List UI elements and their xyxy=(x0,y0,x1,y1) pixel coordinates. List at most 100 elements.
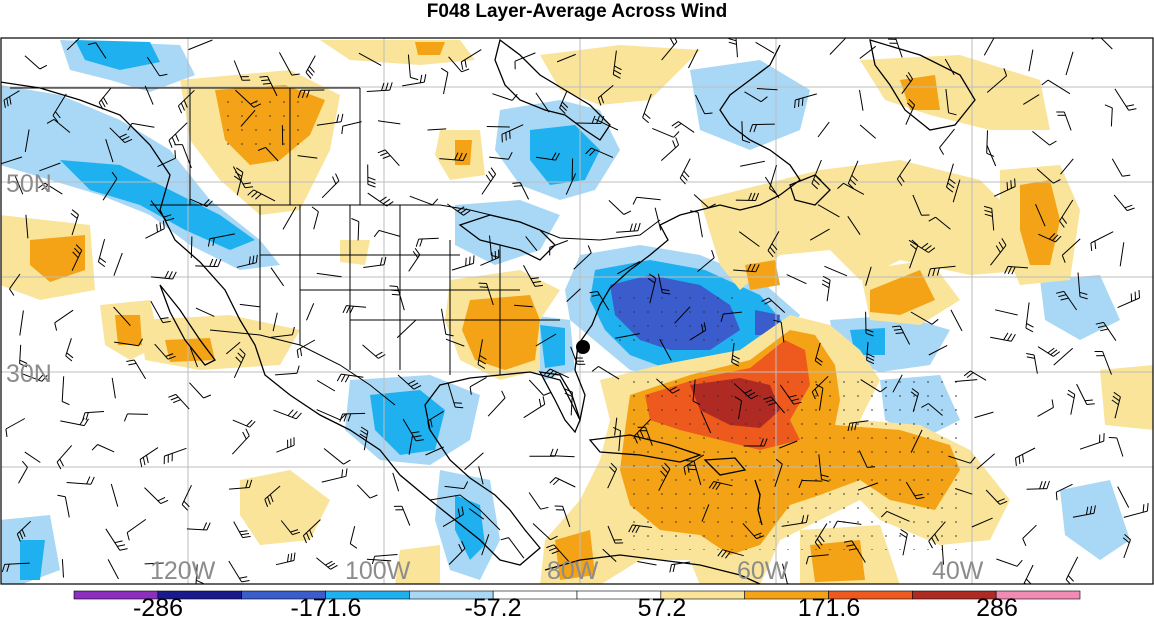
wind-barb-staff xyxy=(528,379,544,396)
wind-barb-flag xyxy=(542,396,546,405)
wind-barb-staff xyxy=(693,194,709,208)
wind-barb-flag xyxy=(385,82,389,91)
wind-barb-flag xyxy=(343,459,351,465)
political-boundaries xyxy=(10,87,661,531)
wind-barb-flag xyxy=(75,244,83,251)
wind-barb-flag xyxy=(255,254,258,263)
wind-barb-staff xyxy=(444,485,465,490)
shade-light-blue xyxy=(1040,275,1120,340)
wind-barb-staff xyxy=(270,267,285,287)
wind-barb-flag xyxy=(168,393,177,398)
wind-barb-staff xyxy=(954,379,978,382)
wind-barb-flag xyxy=(343,413,348,422)
wind-barb-flag xyxy=(342,305,347,314)
wind-barb-staff xyxy=(939,128,955,149)
wind-barb-staff xyxy=(61,376,65,402)
wind-barb-flag xyxy=(1039,481,1043,489)
wind-barb-flag xyxy=(821,283,830,289)
wind-barb-staff xyxy=(378,229,401,237)
wind-barb-flag xyxy=(559,107,566,114)
wind-barb-staff xyxy=(356,484,371,499)
wind-barb-flag xyxy=(287,409,294,417)
florida-peninsula xyxy=(538,371,581,434)
wind-barb-flag xyxy=(57,494,66,498)
wind-barb-staff xyxy=(374,554,398,557)
wind-barb-staff xyxy=(824,265,848,277)
wind-barb-flag xyxy=(245,428,250,437)
lat-label-30n: 30N xyxy=(6,360,52,388)
wind-barb-flag xyxy=(683,466,686,475)
colorbar-label: 57.2 xyxy=(637,594,687,622)
wind-barb-flag xyxy=(181,504,189,511)
wind-barb-flag xyxy=(747,391,756,397)
wind-barb-staff xyxy=(240,109,256,127)
wind-barb-flag xyxy=(162,220,165,229)
wind-barb-flag xyxy=(690,210,699,213)
wind-barb-staff xyxy=(9,273,21,290)
wind-barb-staff xyxy=(608,200,625,215)
wind-barb-flag xyxy=(815,383,824,389)
wind-barb-flag xyxy=(98,261,106,268)
wind-barb-flag xyxy=(866,353,875,358)
wind-barb-flag xyxy=(306,532,311,541)
wind-barb-flag xyxy=(728,38,737,42)
wind-barb-flag xyxy=(415,238,420,247)
wind-barb-staff xyxy=(1065,51,1074,76)
wind-barb-flag xyxy=(1011,266,1016,275)
wind-barb-flag xyxy=(325,560,333,566)
wind-barb-flag xyxy=(589,290,598,294)
wind-barb-flag xyxy=(814,174,822,181)
wind-barb-flag xyxy=(1050,349,1058,356)
wind-barb-staff xyxy=(306,303,315,321)
wind-barb-flag xyxy=(1052,234,1059,241)
wind-barb-staff xyxy=(1119,242,1125,267)
wind-barb-flag xyxy=(814,541,821,550)
wind-barb-flag xyxy=(206,522,211,531)
wind-barb-flag xyxy=(255,193,262,200)
wind-barb-flag xyxy=(628,524,633,533)
wind-barb-flag xyxy=(600,95,605,104)
wind-barb-flag xyxy=(432,198,439,206)
wind-barb-flag xyxy=(983,205,992,209)
wind-barb-flag xyxy=(461,540,466,549)
wind-barb-staff xyxy=(239,303,261,308)
wind-barb-flag xyxy=(999,500,1008,505)
colorbar-label: -57.2 xyxy=(464,594,522,622)
wind-barb-flag xyxy=(469,256,471,265)
wind-barb-flag xyxy=(1067,575,1074,582)
wind-barb-flag xyxy=(378,354,386,359)
wind-barb-flag xyxy=(512,182,521,184)
wind-barb-flag xyxy=(287,554,290,563)
wind-barb-flag xyxy=(591,115,596,124)
wind-barb-staff xyxy=(774,464,783,488)
wind-barb-flag xyxy=(102,97,108,105)
wind-barb-flag xyxy=(160,317,169,320)
wind-barb-staff xyxy=(817,121,830,138)
colorbar-box xyxy=(995,590,1081,600)
shade-blue xyxy=(75,40,160,70)
wind-barb-flag xyxy=(6,564,10,572)
wind-barb-flag xyxy=(1089,506,1093,515)
wind-barb-flag xyxy=(296,365,300,374)
wind-barb-flag xyxy=(371,556,376,565)
wind-barb-flag xyxy=(1065,579,1071,584)
wind-barb-staff xyxy=(443,72,449,95)
wind-barb-flag xyxy=(52,115,59,123)
wind-barb-flag xyxy=(389,285,398,287)
wind-barb-flag xyxy=(1084,399,1093,402)
wind-barb-flag xyxy=(998,241,1004,250)
central-america-border xyxy=(429,494,501,531)
wind-barb-flag xyxy=(708,481,715,489)
wind-barb-flag xyxy=(1094,240,1097,249)
wind-barb-flag xyxy=(720,313,724,322)
wind-barb-flag xyxy=(379,257,383,266)
wind-barb-flag xyxy=(846,544,855,547)
colorbar-label: 286 xyxy=(976,594,1018,622)
wind-barb-flag xyxy=(564,388,573,393)
wind-barb-flag xyxy=(38,373,45,381)
us-canada-border xyxy=(150,204,661,241)
wind-barb-flag xyxy=(866,356,875,361)
wind-barb-flag xyxy=(1026,356,1035,359)
hispaniola-coast xyxy=(703,457,747,476)
wind-barb-flag xyxy=(242,431,247,440)
